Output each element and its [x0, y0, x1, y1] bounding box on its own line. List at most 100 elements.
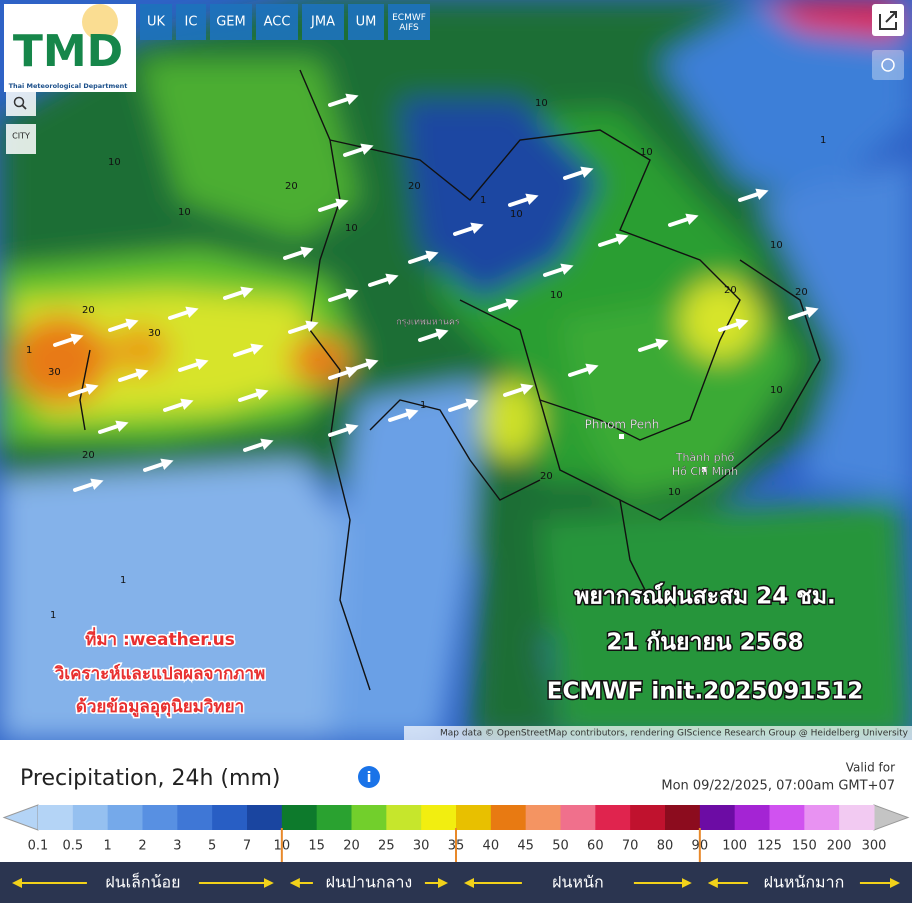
color-swatch — [665, 805, 701, 830]
attribution: Map data © OpenStreetMap contributors, r… — [440, 729, 909, 739]
model-button[interactable] — [348, 4, 384, 40]
model-label: UM — [356, 15, 377, 30]
color-swatch — [560, 805, 596, 830]
city-toggle-label: CITY — [12, 132, 30, 141]
wind-arrow — [543, 263, 574, 277]
color-swatch — [107, 805, 143, 830]
city-toggle[interactable] — [6, 124, 36, 154]
scale-label: 40 — [483, 839, 500, 854]
legend-title: Precipitation, 24h (mm) — [20, 766, 280, 791]
wind-arrow — [328, 423, 359, 437]
city-label: กรุงเทพมหานคร — [396, 318, 460, 328]
wind-arrow — [68, 383, 99, 397]
legend: Precipitation, 24h (mm) i Valid for Mon … — [0, 761, 912, 903]
wind-arrow — [168, 306, 199, 320]
color-swatch — [456, 805, 492, 830]
scale-label: 0.5 — [62, 839, 83, 854]
categories: ฝนเล็กน้อย ฝนปานกลาง ฝนหนัก ฝนหนักมาก — [12, 872, 900, 892]
scale-label: 15 — [308, 839, 325, 854]
color-swatch — [839, 805, 875, 830]
color-swatch — [142, 805, 178, 830]
info-icon: i — [367, 770, 372, 786]
city-label: Phnom Penh — [585, 418, 660, 432]
wind-arrow — [598, 233, 629, 247]
model-buttons: UK IC GEM ACC JMA UM ECMWF AIFS — [140, 4, 430, 40]
model-button[interactable] — [302, 4, 344, 40]
map-labels: กรุงเทพมหานคร Phnom Penh Thành phố Hồ Chí M… — [26, 98, 826, 646]
wind-arrow — [318, 198, 349, 212]
contour-label: 20 — [285, 181, 298, 192]
logo-title: TMD — [13, 26, 123, 77]
scale-label: 150 — [792, 839, 817, 854]
color-swatch — [177, 805, 213, 830]
scale-label: 70 — [622, 839, 639, 854]
color-swatch — [281, 805, 318, 830]
wind-arrow — [388, 408, 419, 422]
wind-arrow — [418, 328, 449, 342]
category-label: ฝนหนักมาก — [764, 873, 845, 892]
wind-arrow — [108, 318, 139, 332]
contour-label: 1 — [26, 345, 32, 356]
scale-label: 300 — [862, 839, 887, 854]
model-label: UK — [147, 15, 166, 30]
scale-label: 1 — [104, 839, 112, 854]
scale-label: 0.1 — [28, 839, 49, 854]
model-button[interactable] — [176, 4, 206, 40]
wind-arrows — [53, 93, 819, 492]
wind-arrow — [568, 363, 599, 377]
model-label: ACC — [264, 15, 291, 30]
color-swatch — [699, 805, 736, 830]
city-label: Thành phố Hồ Chí Minh — [672, 451, 738, 478]
color-swatch — [490, 805, 527, 830]
color-swatch — [38, 805, 74, 830]
zoom-icon — [13, 96, 25, 108]
info-button[interactable] — [358, 766, 380, 788]
wind-arrow — [368, 273, 399, 287]
overlay-line: 21 กันยายน 2568 — [606, 630, 803, 656]
zoom-button[interactable] — [6, 92, 36, 116]
contour-label: 10 — [535, 98, 548, 109]
model-label: ECMWF AIFS — [392, 13, 426, 33]
color-bar: 0.10.51235710152025303540455060708090100… — [2, 804, 910, 903]
color-swatch — [630, 805, 666, 830]
logo-sun — [82, 4, 118, 40]
contour-label: 10 — [550, 290, 563, 301]
category-bar — [0, 862, 912, 903]
model-button[interactable] — [256, 4, 298, 40]
wind-arrow — [328, 93, 359, 107]
wind-arrow — [563, 166, 594, 180]
scale-label: 7 — [243, 839, 251, 854]
wind-arrow — [638, 338, 669, 352]
overlay-line: ECMWF init.2025091512 — [547, 679, 863, 705]
color-swatch — [734, 805, 770, 830]
contour-label: 10 — [345, 223, 358, 234]
contour-label: 1 — [820, 135, 826, 146]
color-bar-right-cap — [873, 804, 910, 831]
overlay-line: พยากรณ์ฝนสะสม 24 ชม. — [574, 583, 836, 610]
model-button[interactable] — [140, 4, 172, 40]
model-button[interactable] — [210, 4, 252, 40]
locate-button[interactable] — [872, 50, 904, 80]
contour-label: 1 — [420, 400, 426, 411]
color-swatch — [316, 805, 352, 830]
category-label: ฝนปานกลาง — [326, 873, 413, 892]
contour-label: 1 — [120, 575, 126, 586]
model-button[interactable] — [388, 4, 430, 40]
category-label: ฝนเล็กน้อย — [105, 872, 180, 892]
contour-label: 30 — [148, 328, 161, 339]
wind-arrow — [503, 383, 534, 397]
contour-label: 20 — [408, 181, 421, 192]
scale-label: 50 — [552, 839, 569, 854]
overlay-text: พยากรณ์ฝนสะสม 24 ชม. 21 กันยายน 2568 ECMWF… — [53, 581, 865, 720]
color-swatch — [351, 805, 387, 830]
color-swatch — [804, 805, 840, 830]
color-swatch — [386, 805, 422, 830]
wind-arrow — [118, 368, 149, 382]
contour-label: 20 — [82, 450, 95, 461]
wind-arrow — [343, 143, 374, 157]
wind-arrow — [668, 213, 699, 227]
contour-label: 20 — [724, 285, 737, 296]
scale-label: 20 — [343, 839, 360, 854]
wind-arrow — [738, 188, 769, 202]
